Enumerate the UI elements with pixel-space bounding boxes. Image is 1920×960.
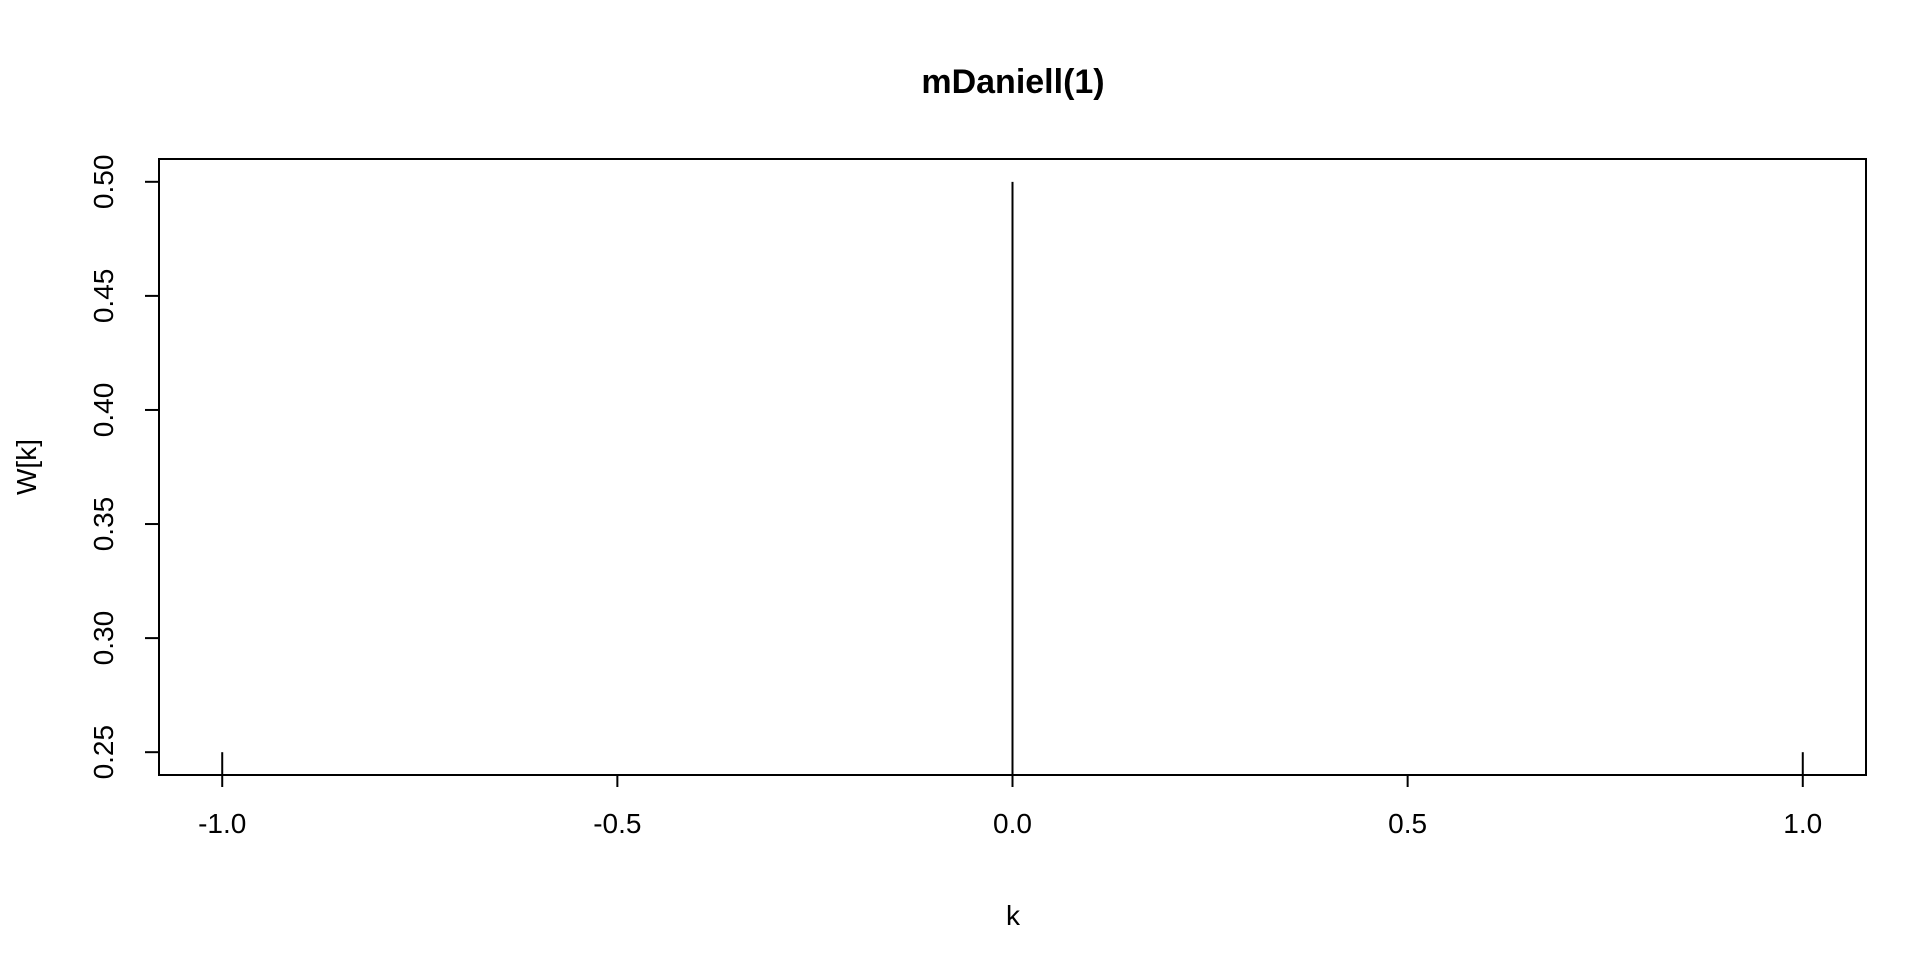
y-tick-label: 0.35	[88, 497, 119, 552]
y-axis: 0.25 0.30 0.35 0.40 0.45 0.50	[88, 155, 160, 780]
x-tick-label: 0.5	[1388, 808, 1427, 839]
x-axis: -1.0 -0.5 0.0 0.5 1.0	[198, 774, 1822, 839]
chart-title: mDaniell(1)	[921, 63, 1104, 101]
y-tick-label: 0.40	[88, 383, 119, 438]
y-tick-label: 0.30	[88, 611, 119, 666]
x-axis-label: k	[1006, 900, 1021, 931]
y-tick-label: 0.45	[88, 269, 119, 324]
y-axis-label: W[k]	[11, 439, 42, 495]
y-tick-label: 0.25	[88, 725, 119, 780]
series	[221, 181, 1804, 775]
x-tick-label: 0.0	[993, 808, 1032, 839]
x-tick-label: -0.5	[593, 808, 641, 839]
y-tick-label: 0.50	[88, 155, 119, 210]
x-tick-label: -1.0	[198, 808, 246, 839]
x-tick-label: 1.0	[1783, 808, 1822, 839]
